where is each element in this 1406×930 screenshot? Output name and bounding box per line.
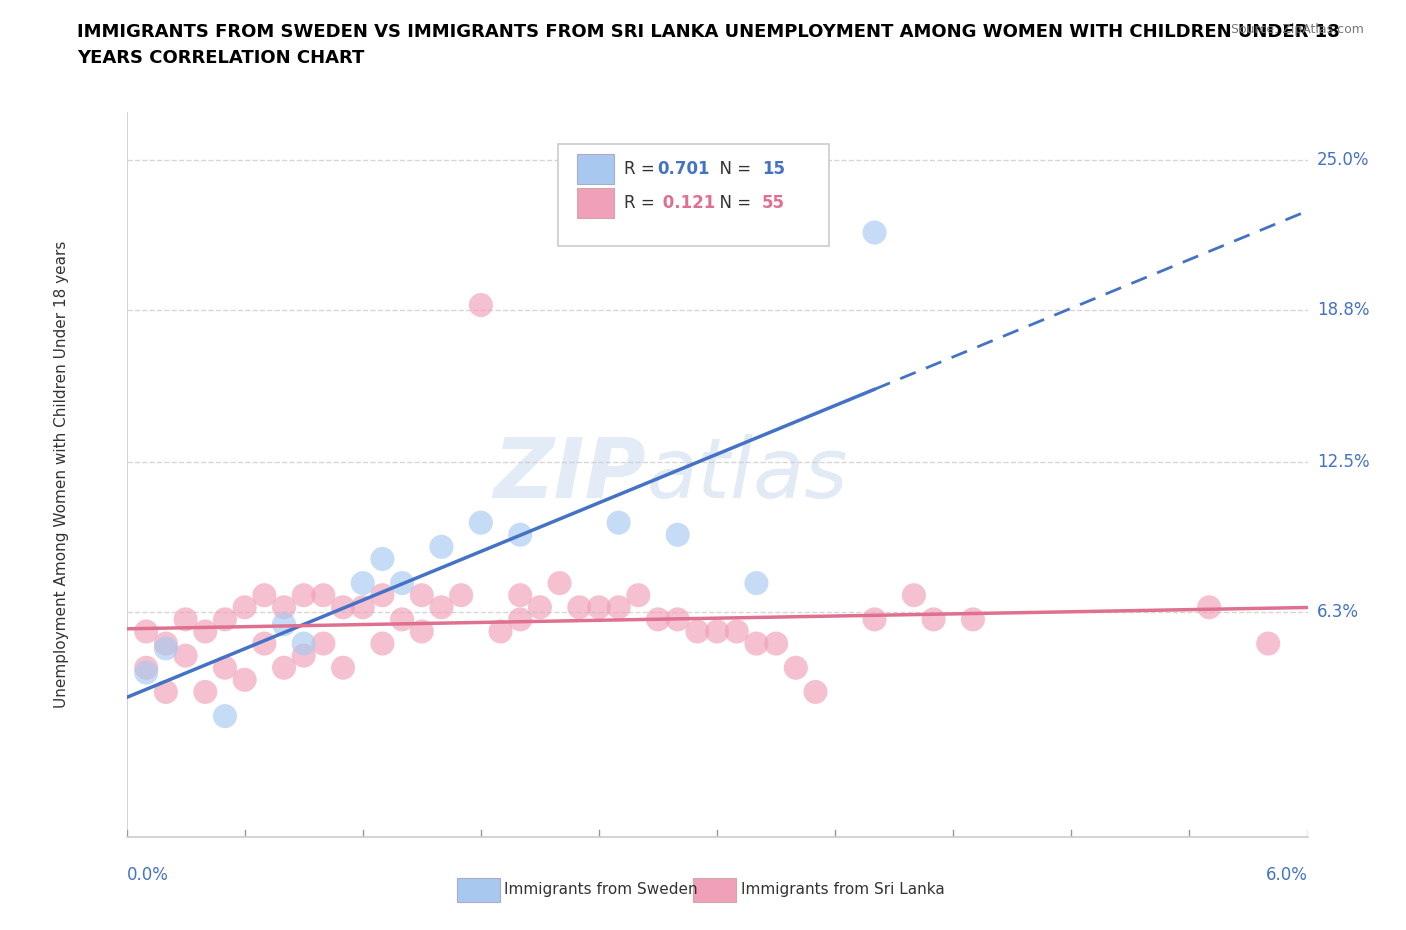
Point xyxy=(411,588,433,603)
Point xyxy=(666,612,689,627)
Point xyxy=(430,539,453,554)
Point xyxy=(745,636,768,651)
Point xyxy=(529,600,551,615)
Point xyxy=(470,515,492,530)
Text: atlas: atlas xyxy=(647,433,848,515)
Point xyxy=(765,636,787,651)
Point xyxy=(174,648,197,663)
Point xyxy=(411,624,433,639)
Point xyxy=(745,576,768,591)
Point xyxy=(253,588,276,603)
Point xyxy=(233,600,256,615)
FancyBboxPatch shape xyxy=(558,144,830,246)
Point xyxy=(548,576,571,591)
Point xyxy=(607,515,630,530)
Point xyxy=(332,660,354,675)
Point xyxy=(292,648,315,663)
Point xyxy=(430,600,453,615)
Point xyxy=(509,527,531,542)
Text: Immigrants from Sri Lanka: Immigrants from Sri Lanka xyxy=(741,883,945,897)
Point xyxy=(135,624,157,639)
Point xyxy=(233,672,256,687)
Point xyxy=(214,660,236,675)
Point xyxy=(292,636,315,651)
Point xyxy=(194,684,217,699)
Point xyxy=(214,612,236,627)
Point xyxy=(666,527,689,542)
Point xyxy=(155,636,177,651)
Text: N =: N = xyxy=(709,160,756,178)
Point xyxy=(1257,636,1279,651)
Point xyxy=(273,600,295,615)
Text: Immigrants from Sweden: Immigrants from Sweden xyxy=(505,883,699,897)
Text: Source: ZipAtlas.com: Source: ZipAtlas.com xyxy=(1230,23,1364,36)
Point xyxy=(470,298,492,312)
Point xyxy=(489,624,512,639)
Text: R =: R = xyxy=(624,194,659,212)
Point xyxy=(962,612,984,627)
Point xyxy=(155,684,177,699)
Point xyxy=(155,641,177,656)
Text: ZIP: ZIP xyxy=(494,433,647,515)
Text: 6.0%: 6.0% xyxy=(1265,866,1308,884)
FancyBboxPatch shape xyxy=(576,153,614,184)
Text: Unemployment Among Women with Children Under 18 years: Unemployment Among Women with Children U… xyxy=(53,241,69,708)
Text: 12.5%: 12.5% xyxy=(1317,453,1369,472)
Point xyxy=(568,600,591,615)
Point xyxy=(863,612,886,627)
Point xyxy=(292,588,315,603)
Point xyxy=(312,588,335,603)
Point xyxy=(509,588,531,603)
Text: 25.0%: 25.0% xyxy=(1317,151,1369,169)
Point xyxy=(903,588,925,603)
Point xyxy=(312,636,335,651)
Point xyxy=(509,612,531,627)
Point xyxy=(863,225,886,240)
Point xyxy=(194,624,217,639)
Text: YEARS CORRELATION CHART: YEARS CORRELATION CHART xyxy=(77,49,364,67)
Point xyxy=(273,660,295,675)
Point xyxy=(785,660,807,675)
Point xyxy=(371,588,394,603)
Point xyxy=(607,600,630,615)
Text: R =: R = xyxy=(624,160,659,178)
Point xyxy=(627,588,650,603)
Point xyxy=(135,665,157,680)
Point xyxy=(135,660,157,675)
FancyBboxPatch shape xyxy=(693,878,735,902)
Text: 15: 15 xyxy=(762,160,785,178)
Point xyxy=(686,624,709,639)
Text: 0.701: 0.701 xyxy=(657,160,709,178)
Point xyxy=(371,636,394,651)
Point xyxy=(450,588,472,603)
Point xyxy=(706,624,728,639)
Point xyxy=(273,617,295,631)
FancyBboxPatch shape xyxy=(576,188,614,219)
Text: 55: 55 xyxy=(762,194,785,212)
Point xyxy=(922,612,945,627)
Point xyxy=(332,600,354,615)
Point xyxy=(352,600,374,615)
Point xyxy=(588,600,610,615)
Text: 0.121: 0.121 xyxy=(657,194,716,212)
Point xyxy=(1198,600,1220,615)
Point xyxy=(371,551,394,566)
Point xyxy=(214,709,236,724)
Point xyxy=(253,636,276,651)
Point xyxy=(391,612,413,627)
Text: IMMIGRANTS FROM SWEDEN VS IMMIGRANTS FROM SRI LANKA UNEMPLOYMENT AMONG WOMEN WIT: IMMIGRANTS FROM SWEDEN VS IMMIGRANTS FRO… xyxy=(77,23,1340,41)
FancyBboxPatch shape xyxy=(457,878,499,902)
Point xyxy=(352,576,374,591)
Text: 6.3%: 6.3% xyxy=(1317,604,1360,621)
Point xyxy=(391,576,413,591)
Text: 18.8%: 18.8% xyxy=(1317,301,1369,319)
Text: 0.0%: 0.0% xyxy=(127,866,169,884)
Point xyxy=(725,624,748,639)
Point xyxy=(174,612,197,627)
Text: N =: N = xyxy=(709,194,756,212)
Point xyxy=(804,684,827,699)
Point xyxy=(647,612,669,627)
